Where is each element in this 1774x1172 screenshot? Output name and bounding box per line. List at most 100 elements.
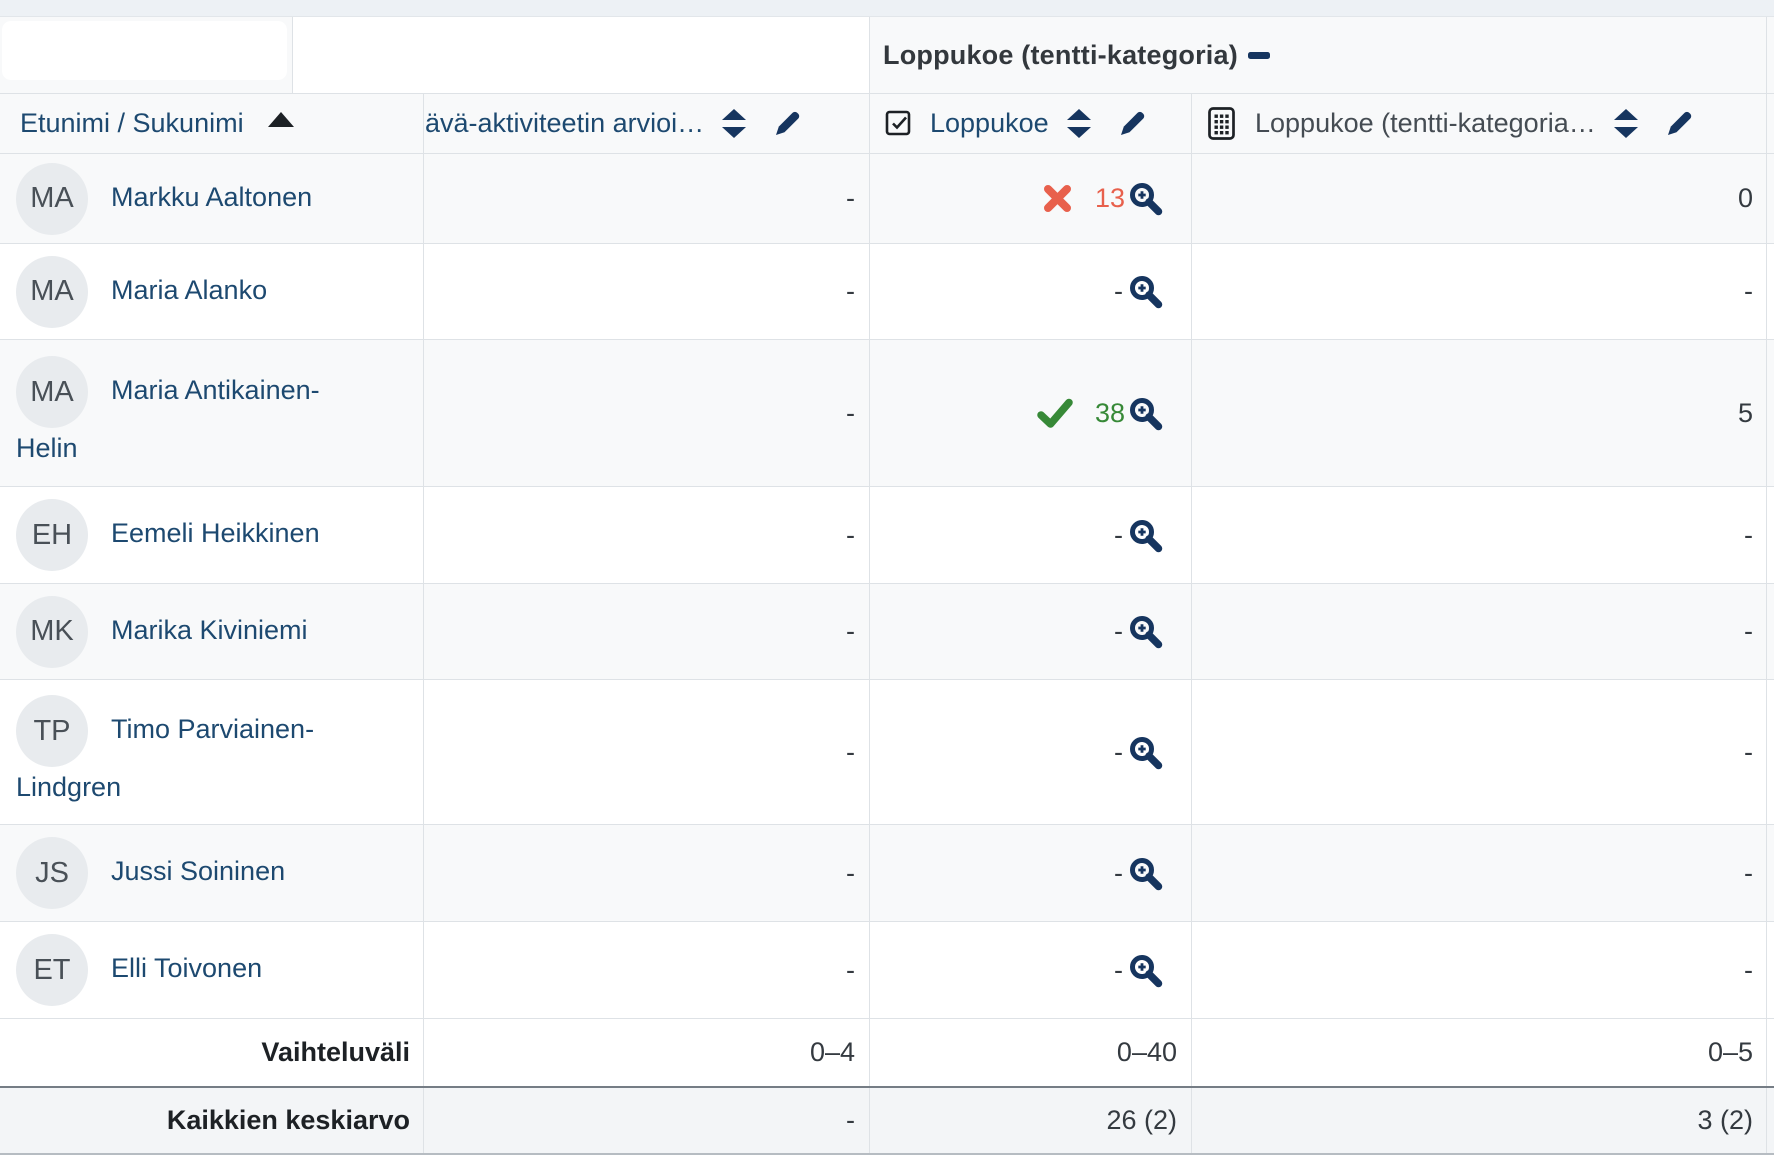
range-value: 0–4 xyxy=(809,1037,855,1067)
quiz-column-link[interactable]: Loppukoe xyxy=(930,108,1049,138)
caret-up-icon sort-ascending-icon[interactable] xyxy=(266,110,296,129)
row-filler xyxy=(1767,154,1774,243)
pencil-icon edit-grades-button[interactable] xyxy=(772,108,803,139)
student-name: Markku Aaltonen xyxy=(111,181,313,212)
pencil-icon edit-grades-button[interactable] xyxy=(1664,108,1695,139)
sort-icon[interactable] xyxy=(720,108,748,139)
row-filler xyxy=(1767,584,1774,679)
grade-value: - xyxy=(846,857,855,888)
fail-cross-icon xyxy=(1042,183,1073,214)
table-row: MA Maria Alanko - - - xyxy=(0,243,1774,339)
range-label: Vaihteluväli xyxy=(261,1037,410,1067)
student-link[interactable]: TP Timo Parviainen-Lindgren xyxy=(16,695,367,809)
activity-grade-cell: - xyxy=(424,487,870,583)
student-name: Maria Antikainen-Helin xyxy=(16,375,320,464)
activity-grade-cell: - xyxy=(424,680,870,824)
category-total-cell: - xyxy=(1192,584,1767,679)
table-row: MA Maria Antikainen-Helin - 38 5 xyxy=(0,339,1774,486)
category-total-cell: - xyxy=(1192,244,1767,339)
table-row: ET Elli Toivonen - - - xyxy=(0,921,1774,1018)
activity-column-link[interactable]: ävä-aktiviteetin arvioi… xyxy=(425,108,705,138)
row-filler xyxy=(1767,1019,1774,1086)
quiz-grade-cell: 38 xyxy=(870,340,1192,486)
activity-grade-cell: - xyxy=(424,244,870,339)
average-value: 3 (2) xyxy=(1697,1105,1753,1135)
sort-icon[interactable] xyxy=(1612,108,1640,139)
student-link[interactable]: EH Eemeli Heikkinen xyxy=(16,499,320,571)
table-row: MK Marika Kiviniemi - - - xyxy=(0,583,1774,679)
magnifier-plus-icon grade-analysis-button[interactable] xyxy=(1127,180,1164,217)
grade-value: - xyxy=(1114,857,1123,888)
grade-value: - xyxy=(846,183,855,213)
category-total-cell: - xyxy=(1192,922,1767,1018)
pencil-icon edit-grades-button[interactable] xyxy=(1117,108,1148,139)
student-link[interactable]: MA Markku Aaltonen xyxy=(16,162,313,235)
grade-value: - xyxy=(1744,857,1753,888)
row-filler xyxy=(1767,487,1774,583)
sort-by-name-link[interactable]: Etunimi / Sukunimi xyxy=(20,108,244,138)
magnifier-plus-icon grade-analysis-button[interactable] xyxy=(1127,395,1164,432)
student-link[interactable]: JS Jussi Soininen xyxy=(16,837,285,909)
grade-value: - xyxy=(1114,736,1123,767)
student-link[interactable]: MK Marika Kiviniemi xyxy=(16,595,308,668)
quiz-grade-cell: - xyxy=(870,244,1192,339)
page-top-strip xyxy=(0,0,1774,16)
student-link[interactable]: MA Maria Alanko xyxy=(16,255,268,328)
collapse-category-icon minus-icon[interactable] xyxy=(1247,40,1271,70)
student-cell: EH Eemeli Heikkinen xyxy=(0,487,424,583)
magnifier-plus-icon grade-analysis-button[interactable] xyxy=(1127,273,1164,310)
grade-value: - xyxy=(846,616,855,646)
magnifier-plus-icon grade-analysis-button[interactable] xyxy=(1127,952,1164,989)
grade-value: - xyxy=(846,954,855,985)
magnifier-plus-icon grade-analysis-button[interactable] xyxy=(1127,734,1164,771)
table-row: TP Timo Parviainen-Lindgren - - - xyxy=(0,679,1774,824)
student-cell: MA Maria Antikainen-Helin xyxy=(0,340,424,486)
magnifier-plus-icon grade-analysis-button[interactable] xyxy=(1127,613,1164,650)
grader-report-table: Loppukoe (tentti-kategoria) Etunimi / Su… xyxy=(0,16,1774,1155)
student-link[interactable]: MA Maria Antikainen-Helin xyxy=(16,356,367,470)
header-quiz: Loppukoe xyxy=(870,94,1192,153)
average-value: 26 (2) xyxy=(1106,1105,1177,1135)
range-value: 0–40 xyxy=(1116,1037,1177,1067)
magnifier-plus-icon grade-analysis-button[interactable] xyxy=(1127,855,1164,892)
category-total-column-link[interactable]: Loppukoe (tentti-kategoria… xyxy=(1255,108,1596,138)
avatar: MK xyxy=(16,595,88,668)
student-name: Jussi Soininen xyxy=(111,856,286,887)
average-label: Kaikkien keskiarvo xyxy=(166,1105,410,1135)
student-name: Elli Toivonen xyxy=(111,953,263,984)
grade-value: - xyxy=(846,276,855,306)
sort-icon[interactable] xyxy=(1065,108,1093,139)
activity-grade-cell: - xyxy=(424,922,870,1018)
quiz-grade-cell: - xyxy=(870,680,1192,824)
category-title: Loppukoe (tentti-kategoria) xyxy=(883,39,1238,70)
quiz-grade-cell: 13 xyxy=(870,154,1192,243)
table-row: MA Markku Aaltonen - 13 0 xyxy=(0,153,1774,243)
grade-value: 5 xyxy=(1737,397,1753,428)
grade-value: 38 xyxy=(1094,397,1125,428)
range-activity-cell: 0–4 xyxy=(424,1019,870,1086)
grade-value: - xyxy=(1744,954,1753,985)
range-value: 0–5 xyxy=(1707,1037,1753,1067)
range-total-cell: 0–5 xyxy=(1192,1019,1767,1086)
grade-value: - xyxy=(1114,276,1123,306)
quiz-grade-cell: - xyxy=(870,487,1192,583)
checkbox-icon quiz-module-icon xyxy=(885,110,912,137)
category-total-cell: - xyxy=(1192,825,1767,921)
student-cell: MK Marika Kiviniemi xyxy=(0,584,424,679)
row-filler xyxy=(1767,94,1774,153)
search-cell xyxy=(0,17,293,93)
pass-check-icon xyxy=(1037,398,1073,429)
student-name: Maria Alanko xyxy=(111,274,268,305)
avatar: JS xyxy=(16,837,88,909)
category-total-cell: - xyxy=(1192,487,1767,583)
student-cell: ET Elli Toivonen xyxy=(0,922,424,1018)
student-link[interactable]: ET Elli Toivonen xyxy=(16,934,262,1006)
grade-value: 0 xyxy=(1737,183,1753,213)
row-filler xyxy=(1767,680,1774,824)
search-input[interactable] xyxy=(2,21,287,80)
category-total-cell: 5 xyxy=(1192,340,1767,486)
header-category-total: Loppukoe (tentti-kategoria… xyxy=(1192,94,1767,153)
table-row: JS Jussi Soininen - - - xyxy=(0,824,1774,921)
row-filler xyxy=(1767,340,1774,486)
magnifier-plus-icon grade-analysis-button[interactable] xyxy=(1127,517,1164,554)
